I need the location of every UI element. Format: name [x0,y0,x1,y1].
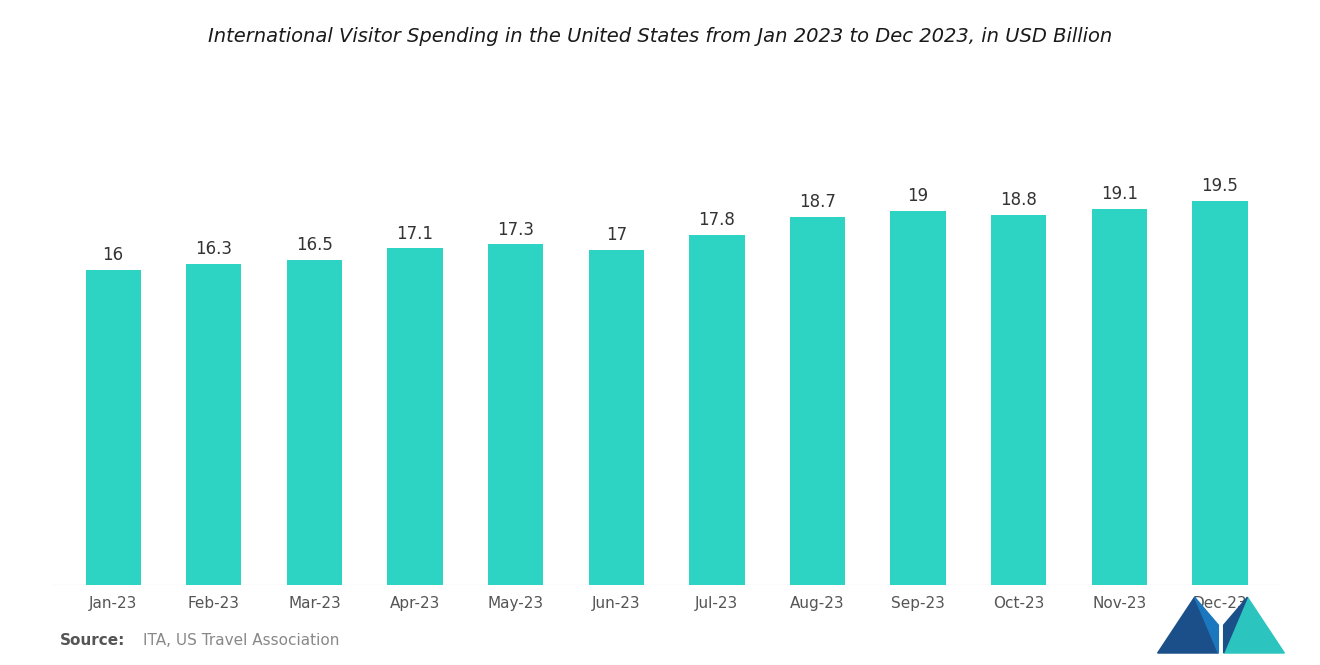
Text: 17: 17 [606,227,627,245]
Text: 16.3: 16.3 [195,240,232,258]
Polygon shape [1224,597,1284,653]
Text: Source:: Source: [59,633,125,648]
Bar [286,260,342,585]
Text: ITA, US Travel Association: ITA, US Travel Association [143,633,339,648]
Bar [689,235,744,585]
Bar [891,211,946,585]
Bar [589,251,644,585]
Text: 19.5: 19.5 [1201,178,1238,196]
Text: International Visitor Spending in the United States from Jan 2023 to Dec 2023, i: International Visitor Spending in the Un… [207,27,1113,46]
Bar [86,270,141,585]
Bar [1092,209,1147,585]
Bar [488,245,544,585]
Text: 18.8: 18.8 [1001,191,1038,209]
Polygon shape [1195,597,1218,653]
Text: 16.5: 16.5 [296,236,333,254]
Bar [387,249,442,585]
Text: 17.3: 17.3 [498,221,535,239]
Text: 16: 16 [103,246,124,264]
Text: 17.8: 17.8 [698,211,735,229]
Text: 19.1: 19.1 [1101,185,1138,203]
Text: 19: 19 [908,187,929,205]
Bar [1192,201,1247,585]
Text: 17.1: 17.1 [396,225,433,243]
Bar [186,264,242,585]
Polygon shape [1224,597,1247,653]
Text: 18.7: 18.7 [799,193,836,211]
Polygon shape [1158,597,1218,653]
Bar [991,215,1047,585]
Bar [789,217,845,585]
